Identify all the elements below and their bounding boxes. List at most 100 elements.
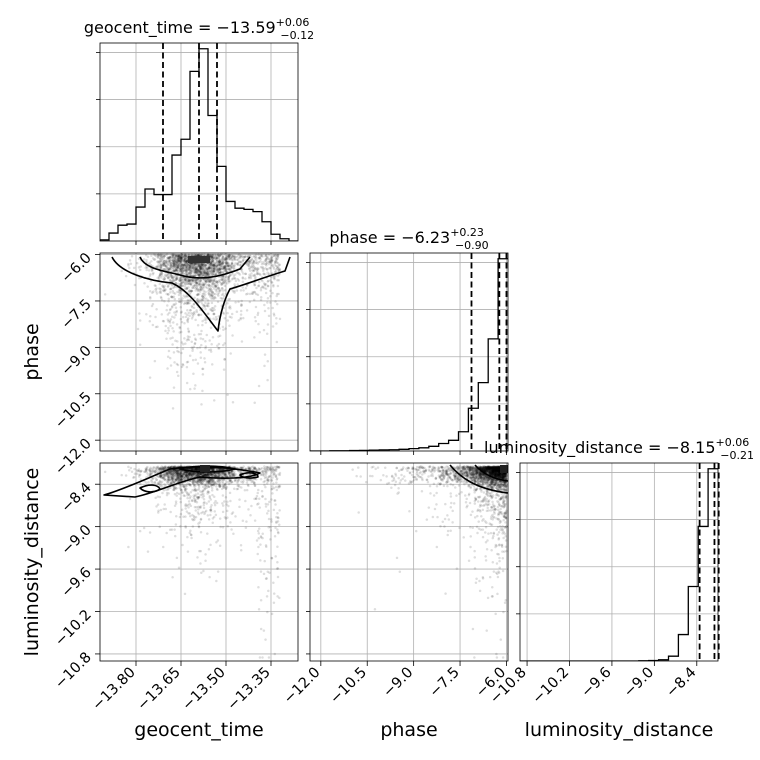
sample-point (262, 282, 266, 285)
sample-point (169, 287, 173, 290)
sample-point (197, 473, 201, 477)
sample-point (207, 292, 211, 295)
sample-point (228, 305, 232, 308)
sample-point (277, 465, 281, 469)
sample-point (166, 256, 169, 259)
sample-point (264, 257, 268, 261)
sample-point (226, 480, 229, 484)
sample-point (174, 477, 177, 480)
sample-point (197, 253, 200, 257)
sample-point (181, 270, 184, 273)
sample-point (260, 489, 264, 493)
sample-point (177, 474, 180, 478)
sample-point (270, 259, 274, 262)
sample-point (151, 268, 154, 271)
sample-point (209, 287, 212, 290)
sample-point (197, 525, 201, 529)
sample-point (175, 515, 178, 518)
sample-point (185, 260, 189, 263)
sample-point (179, 474, 183, 477)
sample-point (179, 475, 182, 478)
sample-point (204, 268, 207, 272)
sample-point (179, 488, 183, 491)
sample-point (249, 269, 252, 272)
sample-point (196, 278, 199, 281)
sample-point (172, 276, 176, 279)
sample-point (182, 280, 185, 284)
sample-point (127, 264, 130, 267)
sample-point (208, 482, 211, 486)
sample-point (196, 279, 199, 282)
sample-point (128, 469, 131, 472)
sample-point (216, 261, 220, 264)
sample-point (228, 264, 232, 268)
sample-point (264, 544, 268, 547)
sample-point (187, 278, 191, 281)
sample-point (185, 269, 189, 272)
sample-point (174, 262, 177, 266)
sample-point (212, 467, 215, 471)
sample-point (176, 256, 179, 259)
sample-point (152, 258, 156, 261)
sample-point (216, 253, 220, 257)
sample-point (192, 266, 195, 269)
sample-point (211, 253, 215, 257)
sample-point (231, 401, 235, 404)
sample-point (261, 494, 264, 498)
sample-point (209, 293, 213, 296)
sample-point (247, 508, 250, 511)
sample-point (239, 264, 242, 267)
sample-point (209, 290, 212, 293)
sample-point (166, 276, 170, 280)
sample-point (213, 257, 217, 260)
sample-point (259, 298, 263, 302)
sample-point (208, 295, 212, 298)
sample-point (160, 484, 164, 488)
sample-point (181, 342, 185, 346)
sample-point (173, 292, 177, 295)
sample-point (267, 314, 271, 318)
sample-point (236, 262, 240, 266)
sample-point (192, 270, 196, 274)
sample-point (188, 265, 192, 268)
sample-point (166, 268, 170, 272)
sample-point (230, 473, 234, 476)
sample-point (263, 483, 266, 487)
sample-point (196, 272, 200, 275)
sample-point (217, 261, 220, 265)
sample-point (231, 511, 235, 514)
sample-point (175, 261, 178, 265)
sample-point (177, 291, 181, 294)
sample-point (189, 529, 192, 532)
sample-point (257, 467, 260, 470)
sample-point (172, 269, 175, 273)
sample-point (263, 476, 267, 480)
sample-point (239, 313, 243, 316)
sample-point (204, 271, 207, 275)
sample-point (190, 317, 194, 320)
sample-point (220, 283, 223, 286)
sample-point (182, 264, 186, 267)
sample-point (219, 525, 222, 529)
sample-point (210, 255, 213, 259)
sample-point (205, 267, 208, 270)
sample-point (190, 289, 194, 293)
sample-point (165, 472, 168, 475)
sample-point (229, 256, 232, 259)
sample-point (165, 265, 168, 269)
sample-point (210, 270, 214, 274)
sample-point (222, 368, 226, 371)
sample-point (201, 323, 204, 327)
sample-point (254, 255, 257, 259)
sample-point (164, 268, 167, 272)
sample-point (202, 264, 205, 268)
sample-point (198, 287, 201, 291)
sample-point (167, 476, 170, 479)
sample-point (189, 282, 193, 286)
sample-point (218, 270, 222, 273)
sample-point (184, 254, 188, 257)
sample-point (199, 562, 202, 565)
sample-point (277, 253, 280, 257)
sample-point (206, 253, 210, 257)
sample-point (210, 261, 213, 265)
